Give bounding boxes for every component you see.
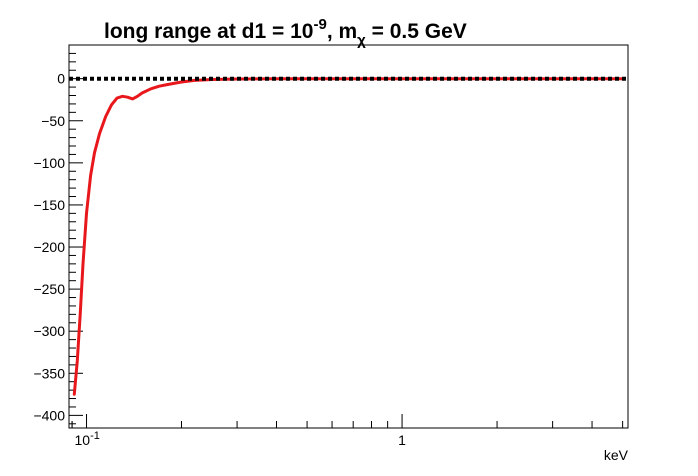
- y-tick-label: 0: [57, 71, 65, 87]
- chart-title-main: long range at d1 = 10: [104, 20, 313, 43]
- y-tick-label: −400: [33, 407, 65, 423]
- x-tick-label: 10-1: [75, 430, 100, 448]
- y-tick-label: −350: [33, 365, 65, 381]
- chart-title-mid: , m: [327, 20, 357, 43]
- x-axis-title: keV: [604, 447, 629, 463]
- y-tick-label: −150: [33, 197, 65, 213]
- chart-title-tail: = 0.5 GeV: [366, 20, 467, 43]
- chart-title: long range at d1 = 10-9, mχ = 0.5 GeV: [104, 16, 467, 49]
- y-tick-label: −300: [33, 323, 65, 339]
- axis-minor-ticks: [69, 44, 624, 428]
- chart-title-subscript: χ: [357, 32, 366, 49]
- chart-title-superscript: -9: [313, 16, 326, 33]
- series-line: [72, 77, 625, 396]
- y-tick-label: −100: [33, 155, 65, 171]
- y-axis: 0 −50 −100 −150 −200 −250 −300 −350 −400: [33, 71, 83, 423]
- plot-series: [69, 76, 628, 396]
- y-tick-label: −250: [33, 281, 65, 297]
- plot-frame: [68, 44, 629, 429]
- y-tick-label: −200: [33, 239, 65, 255]
- x-tick-label: 1: [398, 432, 406, 448]
- x-axis: 10-1 1: [75, 414, 406, 448]
- y-tick-label: −50: [41, 113, 65, 129]
